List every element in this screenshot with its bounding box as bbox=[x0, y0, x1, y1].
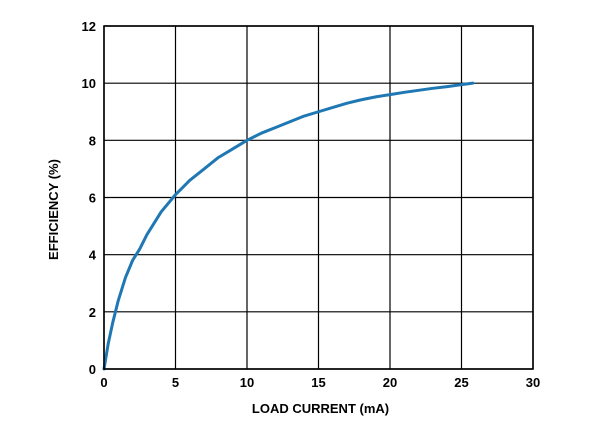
series-line-0 bbox=[102, 81, 475, 371]
x-tick-label: 5 bbox=[172, 375, 179, 390]
y-tick-labels: 0 2 4 6 8 10 12 bbox=[82, 19, 97, 377]
grid bbox=[103, 25, 534, 370]
x-tick-label: 20 bbox=[383, 375, 397, 390]
x-tick-label: 25 bbox=[454, 375, 468, 390]
plot-frame bbox=[103, 25, 534, 370]
series-group bbox=[102, 81, 475, 371]
x-tick-label: 10 bbox=[240, 375, 254, 390]
y-tick-label: 4 bbox=[89, 248, 97, 263]
x-axis-label: LOAD CURRENT (mA) bbox=[252, 401, 389, 416]
y-axis-label: EFFICIENCY (%) bbox=[46, 159, 61, 260]
x-tick-label: 30 bbox=[526, 375, 540, 390]
x-tick-label: 15 bbox=[311, 375, 325, 390]
y-tick-label: 10 bbox=[82, 76, 96, 91]
y-tick-label: 0 bbox=[89, 362, 96, 377]
y-tick-label: 12 bbox=[82, 19, 96, 34]
y-tick-label: 8 bbox=[89, 133, 96, 148]
y-tick-label: 6 bbox=[89, 191, 96, 206]
x-tick-label: 0 bbox=[100, 375, 107, 390]
y-tick-label: 2 bbox=[89, 305, 96, 320]
x-tick-labels: 0 5 10 15 20 25 30 bbox=[100, 375, 540, 390]
